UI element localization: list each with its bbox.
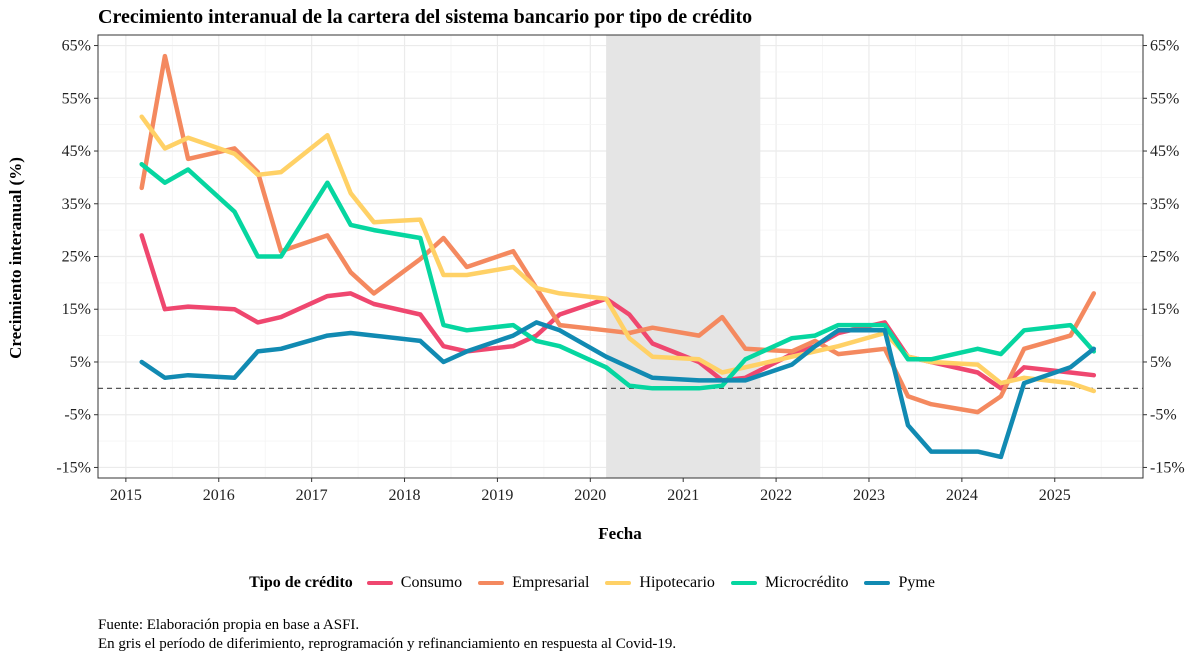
legend-swatch [730,581,757,585]
legend-item-empresarial: Empresarial [478,574,589,592]
y-tick-label-left: 45% [62,143,91,160]
legend-swatch [366,581,393,585]
y-tick-label-left: 55% [62,90,91,107]
y-tick-label-left: -5% [64,407,91,424]
y-tick-label-right: 55% [1150,90,1179,107]
y-tick-label-right: 5% [1150,354,1171,371]
legend-item-microcrédito: Microcrédito [730,574,849,592]
x-tick-label: 2024 [946,487,978,504]
series-lines [139,53,1097,460]
legend-label: Consumo [400,574,463,591]
series-line-empresarial [139,53,1097,415]
y-tick-label-left: 25% [62,249,91,266]
x-tick-label: 2017 [296,487,328,504]
x-tick-label: 2018 [389,487,421,504]
x-tick-label: 2016 [203,487,235,504]
legend-label: Empresarial [512,574,590,591]
shaded-period [606,35,761,478]
legend-label: Hipotecario [639,574,715,591]
legend-item-consumo: Consumo [366,574,463,592]
x-tick-label: 2015 [110,487,142,504]
y-tick-label-right: 65% [1150,38,1179,55]
caption: Fuente: Elaboración propia en base a ASF… [98,616,676,654]
legend-item-hipotecario: Hipotecario [605,574,715,592]
legend-title: Tipo de crédito [249,574,353,591]
legend-items: Consumo Empresarial Hipotecario Microcrédit… [366,574,951,592]
y-tick-label-right: 15% [1150,301,1179,318]
legend-label: Microcrédito [764,574,849,591]
x-tick-label: 2020 [574,487,606,504]
y-tick-label-right: -15% [1150,459,1185,476]
caption-source: Fuente: Elaboración propia en base a ASF… [98,617,360,633]
legend-item-pyme: Pyme [864,574,935,592]
x-tick-label: 2021 [667,487,699,504]
legend-swatch [864,581,891,585]
axis-ticks: 65% 65% 55% 55% 45% 45% 35% 35% 25% 25% 15% 15% 5% 5%… [56,38,1184,504]
chart-title: Crecimiento interanual de la cartera del… [98,6,753,28]
y-tick-label-right: 35% [1150,196,1179,213]
x-tick-label: 2019 [481,487,513,504]
y-tick-label-left: 15% [62,301,91,318]
y-tick-label-left: 65% [62,38,91,55]
caption-note: En gris el período de diferimiento, repr… [98,636,677,652]
y-tick-label-right: -5% [1150,407,1177,424]
series-line-microcrédito [139,161,1097,391]
grid-lines [98,35,1143,478]
legend: Tipo de crédito Consumo Empresarial Hipote… [0,574,1200,592]
legend-swatch [478,581,505,585]
x-tick-label: 2022 [760,487,792,504]
legend-swatch [605,581,632,585]
y-tick-label-left: 35% [62,196,91,213]
y-tick-label-right: 45% [1150,143,1179,160]
covid-shaded-band [606,35,761,478]
legend-label: Pyme [898,574,935,591]
line-chart: 65% 65% 55% 55% 45% 45% 35% 35% 25% 25% 15% 15% 5% 5%… [6,34,1185,543]
y-axis-title: Crecimiento interanual (%) [6,157,25,359]
y-tick-label-right: 25% [1150,249,1179,266]
y-tick-label-left: 5% [70,354,91,371]
x-axis-title: Fecha [598,524,642,543]
x-tick-label: 2025 [1039,487,1071,504]
x-tick-label: 2023 [853,487,885,504]
series-line-pyme [139,320,1097,460]
y-tick-label-left: -15% [56,459,91,476]
